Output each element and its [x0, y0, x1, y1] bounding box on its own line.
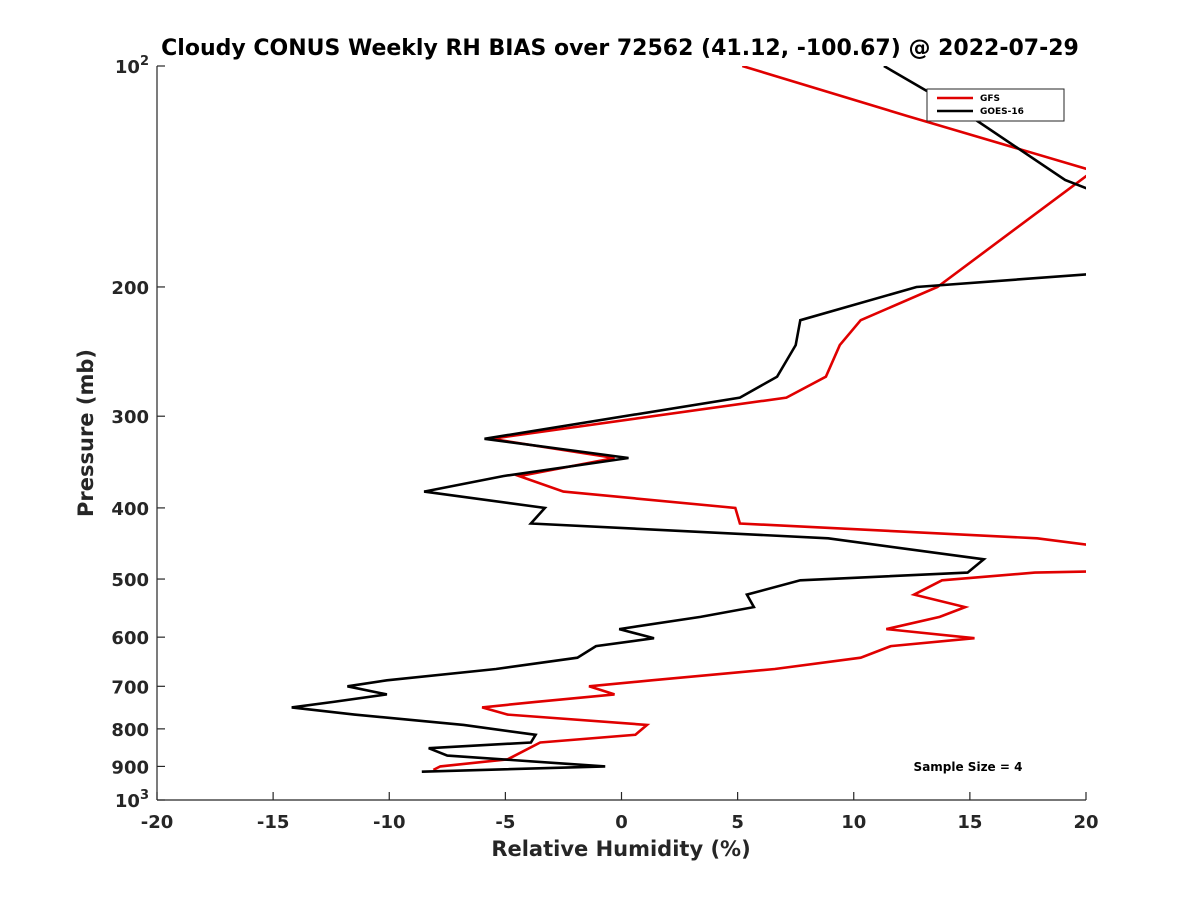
- y-tick-label: 400: [111, 499, 149, 520]
- y-tick-label: 600: [111, 628, 149, 649]
- x-tick-label: -5: [495, 812, 515, 833]
- y-tick-label: 103: [115, 788, 149, 812]
- legend: GFS GOES-16: [926, 88, 1065, 122]
- series-layer: [291, 66, 1086, 773]
- y-tick-label: 200: [111, 278, 149, 299]
- legend-label-gfs: GFS: [980, 94, 1000, 104]
- y-ticks: 102 200 300 400 500 600 700 800 900 103: [111, 54, 165, 812]
- x-tick-label: -20: [141, 812, 174, 833]
- series-line-gfs: [432, 66, 1086, 772]
- y-tick-label: 300: [111, 407, 149, 428]
- series-line-goes-16: [291, 66, 1086, 773]
- legend-box: [926, 88, 1065, 122]
- x-axis-label: Relative Humidity (%): [491, 837, 750, 861]
- chart-title: Cloudy CONUS Weekly RH BIAS over 72562 (…: [161, 36, 1079, 61]
- sample-size-annotation: Sample Size = 4: [914, 760, 1023, 774]
- x-tick-label: 15: [957, 812, 982, 833]
- x-tick-label: 5: [731, 812, 744, 833]
- y-axis-label: Pressure (mb): [74, 349, 98, 517]
- y-tick-label: 800: [111, 720, 149, 741]
- legend-label-goes16: GOES-16: [980, 107, 1024, 117]
- x-tick-label: 10: [841, 812, 866, 833]
- x-tick-label: 20: [1073, 812, 1098, 833]
- y-tick-label: 700: [111, 677, 149, 698]
- x-tick-label: 0: [615, 812, 628, 833]
- x-tick-label: -15: [257, 812, 290, 833]
- y-tick-label: 500: [111, 570, 149, 591]
- x-ticks: -20 -15 -10 -5 0 5 10 15 20: [141, 792, 1099, 833]
- x-tick-label: -10: [373, 812, 406, 833]
- y-tick-label: 900: [111, 757, 149, 778]
- y-tick-label: 102: [115, 54, 149, 78]
